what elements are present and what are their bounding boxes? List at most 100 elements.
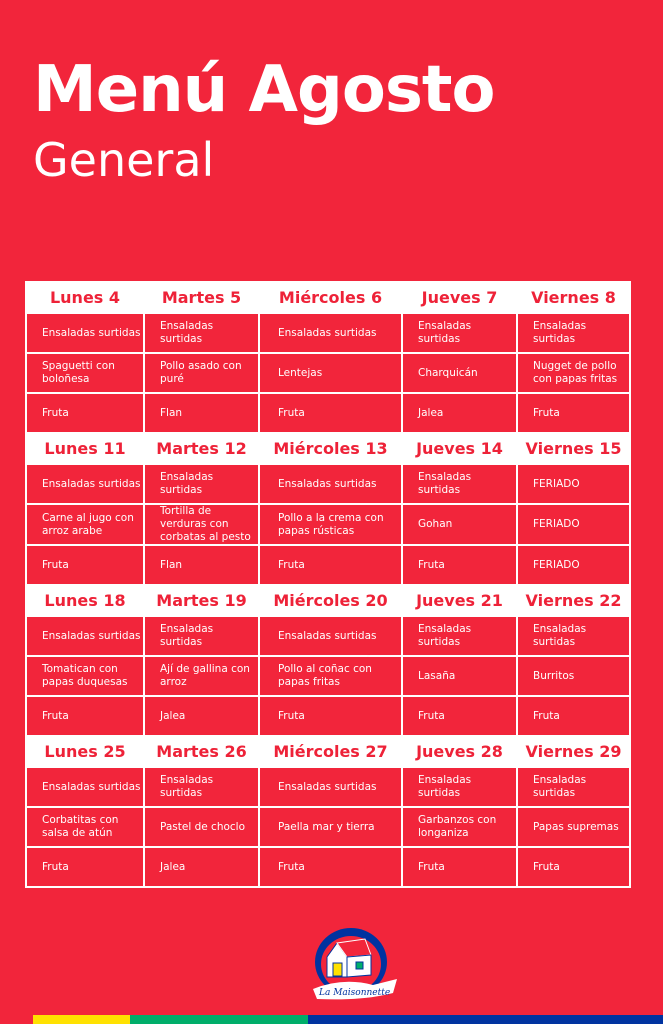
- day-header: Miércoles 20: [258, 584, 403, 617]
- day-header: Martes 26: [143, 735, 260, 768]
- menu-cell: Pollo a la crema con papas rústicas: [258, 503, 403, 546]
- menu-table: Lunes 4 Martes 5 Miércoles 6 Jueves 7 Vierne…: [25, 281, 631, 888]
- menu-row: Ensaladas surtidas Ensaladas surtidas Ensa…: [25, 463, 631, 505]
- day-header: Lunes 18: [25, 584, 145, 617]
- menu-row: Tomatican con papas duquesas Ají de galli…: [25, 655, 631, 697]
- week-header-row: Lunes 4 Martes 5 Miércoles 6 Jueves 7 Vierne…: [25, 281, 631, 314]
- menu-cell: Pollo asado con puré: [143, 352, 260, 394]
- menu-cell: Ensaladas surtidas: [25, 463, 145, 505]
- menu-cell: Lasaña: [401, 655, 518, 697]
- menu-cell: Pastel de choclo: [143, 806, 260, 848]
- day-header: Miércoles 27: [258, 735, 403, 768]
- menu-cell: Garbanzos con longaniza: [401, 806, 518, 848]
- day-header: Jueves 28: [401, 735, 518, 768]
- menu-cell: Jalea: [143, 695, 260, 737]
- svg-text:La Maisonnette: La Maisonnette: [318, 988, 390, 998]
- menu-cell: Papas supremas: [516, 806, 631, 848]
- day-header: Viernes 29: [516, 735, 631, 768]
- menu-cell: Ensaladas surtidas: [401, 766, 518, 808]
- menu-cell: Charquicán: [401, 352, 518, 394]
- menu-cell: Fruta: [516, 846, 631, 888]
- menu-cell: Fruta: [258, 846, 403, 888]
- menu-cell: Ensaladas surtidas: [258, 615, 403, 657]
- menu-cell: Fruta: [516, 695, 631, 737]
- menu-cell: Nugget de pollo con papas fritas: [516, 352, 631, 394]
- day-header: Miércoles 13: [258, 432, 403, 465]
- menu-cell: FERIADO: [516, 544, 631, 586]
- page-title: Menú Agosto: [33, 53, 495, 127]
- la-maisonnette-logo: La Maisonnette: [313, 928, 397, 1000]
- menu-cell: Fruta: [258, 544, 403, 586]
- day-header: Jueves 7: [401, 281, 518, 314]
- menu-cell: Lentejas: [258, 352, 403, 394]
- stripe-red: [0, 1015, 33, 1024]
- menu-row: Ensaladas surtidas Ensaladas surtidas Ensa…: [25, 312, 631, 354]
- day-header: Viernes 8: [516, 281, 631, 314]
- day-header: Jueves 21: [401, 584, 518, 617]
- menu-row: Corbatitas con salsa de atún Pastel de ch…: [25, 806, 631, 848]
- day-header: Miércoles 6: [258, 281, 403, 314]
- menu-cell: Paella mar y tierra: [258, 806, 403, 848]
- menu-row: Carne al jugo con arroz arabe Tortilla de…: [25, 503, 631, 546]
- menu-cell: Ensaladas surtidas: [143, 615, 260, 657]
- menu-row: Spaguetti con boloñesa Pollo asado con pu…: [25, 352, 631, 394]
- menu-cell: Fruta: [516, 392, 631, 434]
- menu-cell: Flan: [143, 392, 260, 434]
- menu-cell: Fruta: [258, 392, 403, 434]
- week-header-row: Lunes 11 Martes 12 Miércoles 13 Jueves 14 Vi…: [25, 432, 631, 465]
- day-header: Lunes 11: [25, 432, 145, 465]
- day-header: Viernes 15: [516, 432, 631, 465]
- menu-cell: Ensaladas surtidas: [516, 766, 631, 808]
- stripe-green: [130, 1015, 308, 1024]
- day-header: Martes 12: [143, 432, 260, 465]
- menu-cell: Ensaladas surtidas: [258, 766, 403, 808]
- menu-cell: Flan: [143, 544, 260, 586]
- menu-cell: Spaguetti con boloñesa: [25, 352, 145, 394]
- menu-cell: Ensaladas surtidas: [258, 463, 403, 505]
- menu-cell: Corbatitas con salsa de atún: [25, 806, 145, 848]
- day-header: Jueves 14: [401, 432, 518, 465]
- menu-cell: Fruta: [25, 392, 145, 434]
- menu-cell: Fruta: [25, 544, 145, 586]
- menu-cell: Ensaladas surtidas: [25, 312, 145, 354]
- menu-row: Ensaladas surtidas Ensaladas surtidas Ensa…: [25, 766, 631, 808]
- menu-cell: Carne al jugo con arroz arabe: [25, 503, 145, 546]
- menu-cell: Ensaladas surtidas: [258, 312, 403, 354]
- menu-row: Fruta Flan Fruta Jalea Fruta: [25, 392, 631, 434]
- day-header: Martes 5: [143, 281, 260, 314]
- menu-cell: Tortilla de verduras con corbatas al pes…: [143, 503, 260, 546]
- day-header: Viernes 22: [516, 584, 631, 617]
- menu-cell: Fruta: [401, 544, 518, 586]
- menu-cell: Jalea: [401, 392, 518, 434]
- day-header: Lunes 25: [25, 735, 145, 768]
- menu-cell: Tomatican con papas duquesas: [25, 655, 145, 697]
- stripe-yellow: [33, 1015, 130, 1024]
- menu-row: Fruta Jalea Fruta Fruta Fruta: [25, 846, 631, 888]
- menu-cell: Ensaladas surtidas: [25, 766, 145, 808]
- menu-cell: Ensaladas surtidas: [516, 312, 631, 354]
- menu-cell: Ensaladas surtidas: [143, 312, 260, 354]
- week-header-row: Lunes 25 Martes 26 Miércoles 27 Jueves 28 Vi…: [25, 735, 631, 768]
- week-header-row: Lunes 18 Martes 19 Miércoles 20 Jueves 21 Vi…: [25, 584, 631, 617]
- menu-cell: Fruta: [25, 846, 145, 888]
- menu-row: Fruta Jalea Fruta Fruta Fruta: [25, 695, 631, 737]
- menu-cell: Ají de gallina con arroz: [143, 655, 260, 697]
- stripe-blue: [308, 1015, 663, 1024]
- menu-cell: Ensaladas surtidas: [25, 615, 145, 657]
- page-subtitle: General: [33, 133, 215, 187]
- menu-cell: Gohan: [401, 503, 518, 546]
- menu-row: Ensaladas surtidas Ensaladas surtidas Ensa…: [25, 615, 631, 657]
- menu-row: Fruta Flan Fruta Fruta FERIADO: [25, 544, 631, 586]
- day-header: Lunes 4: [25, 281, 145, 314]
- menu-cell: Ensaladas surtidas: [401, 463, 518, 505]
- menu-cell: Jalea: [143, 846, 260, 888]
- day-header: Martes 19: [143, 584, 260, 617]
- menu-cell: Ensaladas surtidas: [143, 766, 260, 808]
- menu-cell: Ensaladas surtidas: [401, 615, 518, 657]
- menu-cell: FERIADO: [516, 503, 631, 546]
- menu-cell: Burritos: [516, 655, 631, 697]
- menu-cell: Fruta: [401, 695, 518, 737]
- menu-cell: Ensaladas surtidas: [516, 615, 631, 657]
- menu-cell: Ensaladas surtidas: [143, 463, 260, 505]
- menu-cell: Pollo al coñac con papas fritas: [258, 655, 403, 697]
